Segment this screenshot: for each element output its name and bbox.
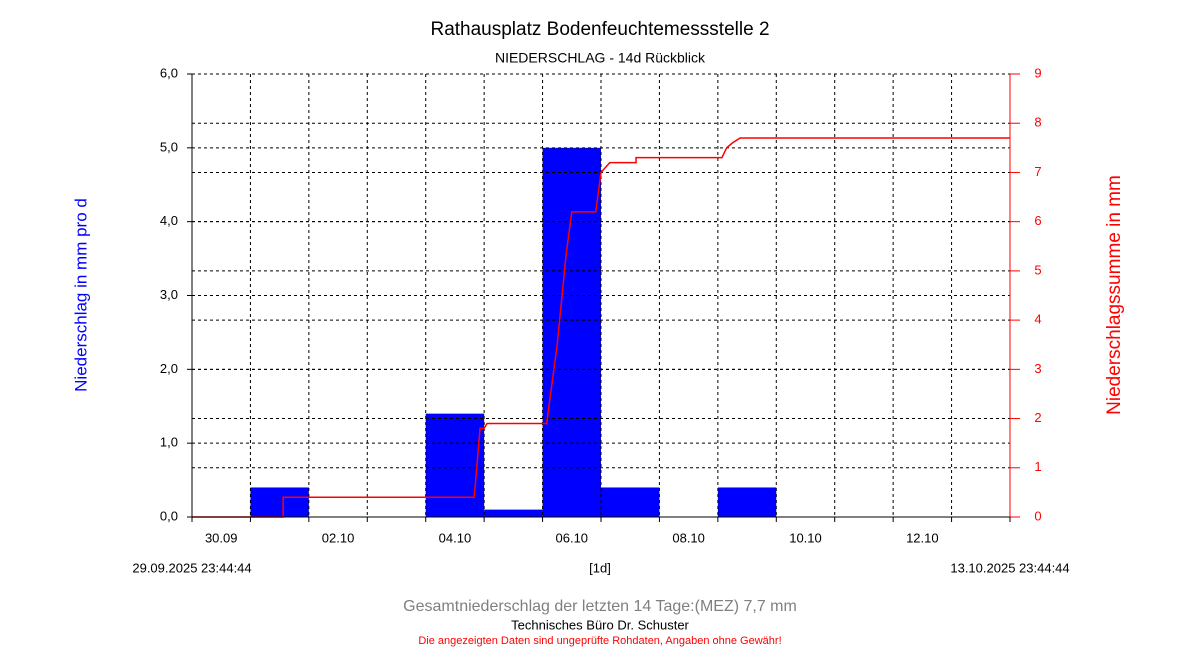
y-tick-label: 2,0 — [160, 361, 178, 376]
bar — [425, 413, 485, 517]
x-tick-label: 02.10 — [322, 530, 355, 545]
x-tick-label: 30.09 — [205, 530, 238, 545]
x-tick-label: 12.10 — [906, 530, 939, 545]
x-tick-label: 08.10 — [672, 530, 705, 545]
disclaimer: Die angezeigten Daten sind ungeprüfte Ro… — [418, 635, 781, 647]
y-tick-label: 6,0 — [160, 65, 178, 80]
start-label: 29.09.2025 23:44:44 — [132, 560, 251, 575]
bar — [542, 147, 601, 518]
y2-tick-label: 6 — [1034, 213, 1041, 228]
interval-label: [1d] — [589, 560, 611, 575]
x-tick-label: 04.10 — [439, 530, 472, 545]
x-tick-label: 10.10 — [789, 530, 822, 545]
bar — [484, 509, 543, 517]
y2-tick-label: 5 — [1034, 262, 1041, 277]
y-axis-label: Niederschlag in mm pro d — [71, 198, 90, 392]
chart-subtitle: NIEDERSCHLAG - 14d Rückblick — [495, 50, 706, 66]
y-tick-label: 1,0 — [160, 435, 178, 450]
y-tick-label: 0,0 — [160, 508, 178, 523]
y2-tick-label: 0 — [1034, 508, 1041, 523]
y2-tick-label: 8 — [1034, 115, 1041, 130]
chart-title: Rathausplatz Bodenfeuchtemessstelle 2 — [430, 19, 769, 40]
bar — [717, 487, 777, 517]
y2-tick-label: 7 — [1034, 164, 1041, 179]
y2-tick-label: 3 — [1034, 361, 1041, 376]
bar — [601, 487, 660, 517]
y2-axis-label: Niederschlagssumme in mm — [1104, 175, 1125, 415]
y2-tick-label: 2 — [1034, 410, 1041, 425]
y2-tick-label: 9 — [1034, 65, 1041, 80]
total-text: Gesamtniederschlag der letzten 14 Tage:(… — [403, 598, 797, 615]
bar — [250, 487, 309, 517]
end-label: 13.10.2025 23:44:44 — [950, 560, 1069, 575]
y-tick-label: 4,0 — [160, 213, 178, 228]
y2-tick-label: 1 — [1034, 459, 1041, 474]
y-tick-label: 3,0 — [160, 287, 178, 302]
cumulative-line — [192, 137, 1010, 518]
author: Technisches Büro Dr. Schuster — [511, 617, 689, 632]
y2-tick-label: 4 — [1034, 312, 1041, 327]
x-tick-label: 06.10 — [556, 530, 589, 545]
y-tick-label: 5,0 — [160, 139, 178, 154]
